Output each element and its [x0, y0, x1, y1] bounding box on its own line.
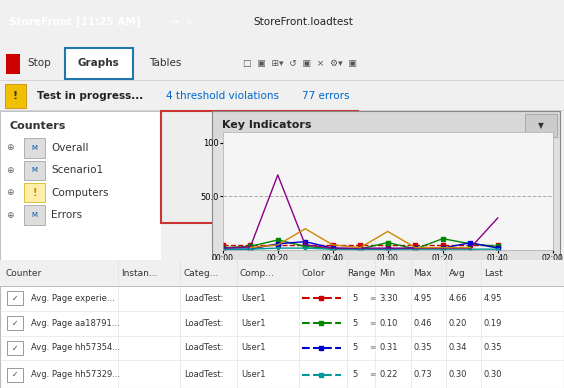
Text: 0.22: 0.22: [379, 370, 398, 379]
Text: Avg. Page aa18791...: Avg. Page aa18791...: [31, 319, 120, 327]
Text: ≡: ≡: [369, 370, 376, 379]
Text: ⊕: ⊕: [6, 188, 14, 197]
FancyBboxPatch shape: [24, 161, 45, 180]
Text: ✓: ✓: [11, 370, 18, 379]
Text: 4.66: 4.66: [449, 294, 468, 303]
FancyBboxPatch shape: [7, 291, 23, 305]
Text: Graphs: Graphs: [78, 58, 120, 68]
FancyBboxPatch shape: [65, 48, 133, 78]
FancyBboxPatch shape: [5, 85, 26, 107]
Text: Scenario1: Scenario1: [51, 165, 104, 175]
Text: ⊕: ⊕: [6, 166, 14, 175]
Text: 0.35: 0.35: [484, 343, 503, 352]
Text: 5: 5: [352, 343, 357, 352]
Text: M: M: [32, 167, 38, 173]
Text: 4.95: 4.95: [413, 294, 432, 303]
Text: ✓: ✓: [11, 319, 18, 327]
Text: Last: Last: [484, 269, 503, 278]
Text: ✓: ✓: [11, 343, 18, 352]
Text: 0.30: 0.30: [449, 370, 468, 379]
Text: ≡: ≡: [369, 343, 376, 352]
Text: ⊕: ⊕: [6, 144, 14, 152]
Text: ≡: ≡: [369, 294, 376, 303]
Text: 0.20: 0.20: [449, 319, 468, 327]
Text: Stop: Stop: [27, 58, 51, 68]
Text: 0.10: 0.10: [379, 319, 398, 327]
Text: Tables: Tables: [149, 58, 182, 68]
Text: User1: User1: [241, 343, 265, 352]
Text: Max: Max: [413, 269, 432, 278]
Text: Test in progress...: Test in progress...: [37, 91, 143, 101]
FancyBboxPatch shape: [7, 367, 23, 382]
Text: ▼: ▼: [538, 121, 544, 130]
Text: 0.34: 0.34: [449, 343, 468, 352]
Text: Counters: Counters: [10, 121, 66, 131]
Text: Computers: Computers: [51, 188, 109, 198]
Text: User1: User1: [241, 370, 265, 379]
Text: LoadTest:: LoadTest:: [184, 343, 224, 352]
Text: Avg. Page hh57329...: Avg. Page hh57329...: [31, 370, 120, 379]
Text: User1: User1: [241, 319, 265, 327]
Text: Instan...: Instan...: [121, 269, 158, 278]
Text: ≡: ≡: [369, 319, 376, 327]
FancyBboxPatch shape: [24, 205, 45, 225]
FancyBboxPatch shape: [0, 260, 564, 388]
Text: 0.35: 0.35: [413, 343, 432, 352]
Bar: [6, 54, 20, 74]
Text: !: !: [12, 91, 18, 101]
Text: Color: Color: [302, 269, 325, 278]
Text: Min: Min: [379, 269, 395, 278]
Text: Comp...: Comp...: [240, 269, 275, 278]
Bar: [0, 260, 564, 286]
Text: Avg. Page hh57354...: Avg. Page hh57354...: [31, 343, 120, 352]
Text: LoadTest:: LoadTest:: [184, 370, 224, 379]
Bar: [212, 111, 560, 139]
Text: Key Indicators: Key Indicators: [222, 120, 311, 130]
Text: 0.46: 0.46: [413, 319, 432, 327]
FancyBboxPatch shape: [525, 114, 557, 137]
Text: □  ▣  ⊞▾  ↺  ▣  ×  ⚙▾  ▣: □ ▣ ⊞▾ ↺ ▣ × ⚙▾ ▣: [243, 59, 356, 68]
Text: StoreFront [11:25 AM]: StoreFront [11:25 AM]: [10, 17, 141, 28]
FancyBboxPatch shape: [7, 316, 23, 330]
Text: Avg. Page experie...: Avg. Page experie...: [31, 294, 114, 303]
Text: 0.31: 0.31: [379, 343, 398, 352]
Text: M: M: [32, 212, 38, 218]
Text: 77 errors: 77 errors: [302, 91, 349, 101]
Text: LoadTest:: LoadTest:: [184, 319, 224, 327]
Text: Categ...: Categ...: [183, 269, 219, 278]
Text: Errors: Errors: [51, 210, 82, 220]
Text: 4 threshold violations: 4 threshold violations: [166, 91, 279, 101]
Text: 0.19: 0.19: [484, 319, 503, 327]
Text: 3.30: 3.30: [379, 294, 398, 303]
Text: User1: User1: [241, 294, 265, 303]
Text: LoadTest:: LoadTest:: [184, 294, 224, 303]
Text: StoreFront.loadtest: StoreFront.loadtest: [253, 17, 353, 27]
Text: Overall: Overall: [51, 143, 89, 153]
FancyBboxPatch shape: [0, 111, 161, 260]
Text: ✓: ✓: [11, 294, 18, 303]
Text: ⊕: ⊕: [6, 211, 14, 220]
FancyBboxPatch shape: [24, 183, 45, 203]
Text: →  ×: → ×: [170, 17, 193, 27]
FancyBboxPatch shape: [7, 341, 23, 355]
Text: 0.30: 0.30: [484, 370, 503, 379]
Text: Counter: Counter: [6, 269, 42, 278]
Text: Avg: Avg: [449, 269, 466, 278]
Text: 4.95: 4.95: [484, 294, 503, 303]
Text: Range: Range: [347, 269, 376, 278]
Text: M: M: [32, 145, 38, 151]
FancyBboxPatch shape: [24, 138, 45, 158]
Text: 5: 5: [352, 319, 357, 327]
Text: 5: 5: [352, 294, 357, 303]
Text: 5: 5: [352, 370, 357, 379]
Text: !: !: [32, 188, 37, 198]
Text: 0.73: 0.73: [413, 370, 432, 379]
